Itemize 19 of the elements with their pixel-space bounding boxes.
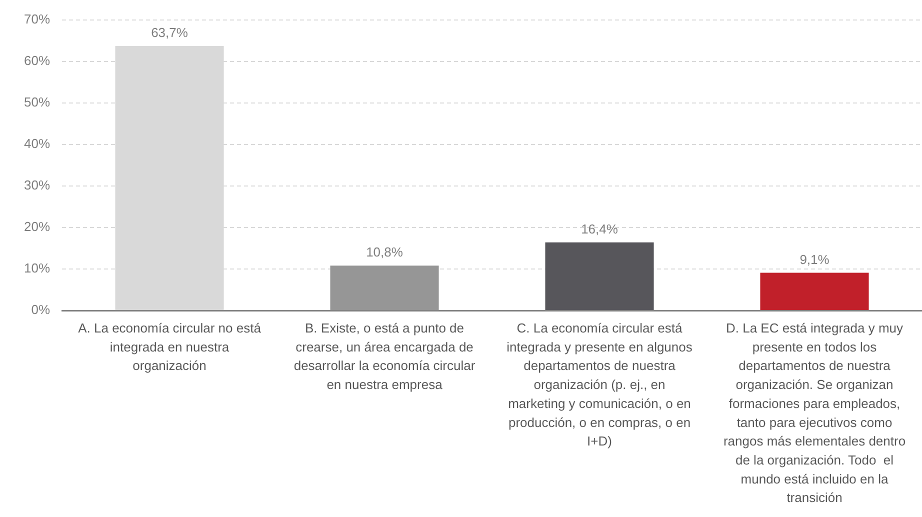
x-tick-label: C. La economía circular está integrada y presente en algunos departamentos de nuestra organización (p. ej., en marketing y comunicación, o en producción, o en compras, o en I+D) — [506, 320, 693, 449]
y-tick-label: 0% — [31, 302, 50, 318]
category-label: D. La EC está integrada y muy presente en todos los departamentos de nuestra organización. Se organizan formaciones para empleados, tanto para ejecutivos como rangos más elementales dentro de la organización. Todo el mundo está incluido en la transición — [723, 320, 906, 506]
x-tick-label: B. Existe, o está a punto de crearse, un área encargada de desarrollar la economía circular en nuestra empresa — [294, 320, 476, 392]
data-label: 16,4% — [581, 221, 618, 236]
y-tick-label: 10% — [24, 260, 50, 276]
y-tick-label: 40% — [24, 136, 50, 151]
y-tick-label: 60% — [24, 52, 50, 68]
data-label: 9,1% — [800, 252, 830, 267]
bar — [545, 242, 654, 310]
bar — [760, 272, 869, 310]
bar — [330, 266, 439, 310]
x-tick-label: A. La economía circular no está integrada en nuestra organización — [78, 320, 262, 374]
y-tick-label: 70% — [24, 11, 50, 26]
data-label: 63,7% — [151, 25, 188, 40]
y-tick-label: 20% — [24, 219, 50, 234]
y-tick-label: 50% — [24, 94, 50, 110]
data-label: 10,8% — [366, 244, 404, 260]
y-tick-label: 30% — [24, 177, 50, 192]
